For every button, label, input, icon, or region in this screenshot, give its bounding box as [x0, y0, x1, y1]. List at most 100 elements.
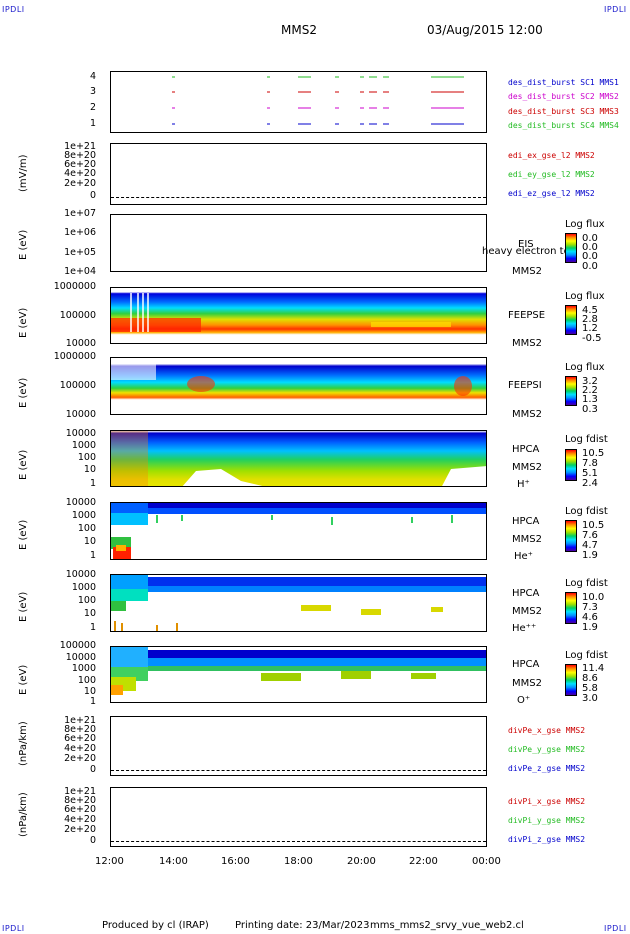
colorbar-value: 0.0: [582, 233, 598, 244]
y-axis-label: E (eV): [18, 664, 29, 695]
tick-label: 1000: [71, 582, 96, 593]
colorbar: [565, 664, 577, 696]
x-tick-label: 18:00: [284, 856, 313, 867]
tick-label: 1: [89, 696, 96, 707]
hpca-he-spectrogram: [111, 503, 486, 559]
colorbar-value: 1.2: [582, 323, 598, 334]
burst-bars: [172, 76, 464, 125]
edi-panel: [110, 143, 487, 205]
tick-label: 1000000: [53, 281, 96, 292]
colorbar-value: 8.6: [582, 673, 598, 684]
colorbar-value: 4.7: [582, 540, 598, 551]
legend-entry: divPi_x_gse MMS2: [508, 797, 586, 806]
legend-entry: edi_ey_gse_l2 MMS2: [508, 170, 595, 179]
tick-label: 1e+05: [64, 247, 96, 258]
spacecraft-label: MMS2: [512, 606, 542, 617]
y-axis-label: E (eV): [18, 591, 29, 622]
colorbar-title: Log flux: [565, 291, 605, 302]
x-tick-label: 12:00: [95, 856, 124, 867]
colorbar-title: Log flux: [565, 219, 605, 230]
spacecraft-label: MMS2: [512, 266, 542, 277]
tick-label: 1000: [71, 663, 96, 674]
y-axis-label: (nPa/km): [18, 721, 29, 766]
tick-label: 0: [89, 764, 96, 775]
colorbar-value: -0.5: [582, 333, 602, 344]
footer-printing-date: Printing date: 23/Mar/2023: [235, 920, 370, 931]
y-axis-label: E (eV): [18, 449, 29, 480]
hpca-o-panel: [110, 646, 487, 703]
x-tick-label: 16:00: [221, 856, 250, 867]
tick-label: 100: [77, 452, 96, 463]
tick-label: 100: [77, 523, 96, 534]
colorbar-value: 7.6: [582, 530, 598, 541]
datetime-title: 03/Aug/2015 12:00: [427, 23, 543, 37]
legend-entry: des_dist_burst SC2 MMS2: [508, 92, 619, 101]
tick-label: 1e+21: [64, 715, 96, 726]
spacecraft-label: MMS2: [512, 462, 542, 473]
colorbar-value: 2.2: [582, 385, 598, 396]
legend-entry: des_dist_burst SC1 MMS1: [508, 78, 619, 87]
colorbar: [565, 520, 577, 552]
spacecraft-label: MMS2: [512, 409, 542, 420]
hpca-hepp-spectrogram: [111, 575, 486, 631]
tick-label: 10: [83, 536, 96, 547]
tick-label: 100000: [59, 640, 96, 651]
tick-label: 8e+20: [64, 724, 96, 735]
tick-label: 4e+20: [64, 743, 96, 754]
tick-label: 1e+21: [64, 786, 96, 797]
zero-line: [111, 197, 486, 198]
feepse-panel: [110, 287, 487, 344]
instrument-label: HPCA: [512, 659, 540, 670]
legend-entry: edi_ez_gse_l2 MMS2: [508, 189, 595, 198]
hpca-o-spectrogram: [111, 647, 486, 695]
tick-label: 1e+06: [64, 227, 96, 238]
colorbar: [565, 449, 577, 481]
colorbar: [565, 305, 577, 335]
tick-label: 4: [89, 71, 96, 82]
tick-label: 6e+20: [64, 159, 96, 170]
divpe-panel: [110, 716, 487, 776]
colorbar-value: 0.0: [582, 251, 598, 262]
legend-entry: des_dist_burst SC4 MMS4: [508, 121, 619, 130]
spacecraft-label: MMS2: [512, 338, 542, 349]
tick-label: 10: [83, 464, 96, 475]
tick-label: 10000: [65, 569, 96, 580]
colorbar-title: Log fdist: [565, 506, 608, 517]
x-tick-label: 20:00: [347, 856, 376, 867]
instrument-label: FEEPSE: [508, 310, 546, 321]
hpca-h-panel: [110, 430, 487, 487]
tick-label: 2e+20: [64, 753, 96, 764]
instrument-label: HPCA: [512, 516, 540, 527]
spacecraft-title: MMS2: [281, 23, 317, 37]
instrument-label: HPCA: [512, 588, 540, 599]
footer-produced: Produced by cl (IRAP): [102, 920, 209, 931]
tick-label: 1000000: [53, 351, 96, 362]
tick-label: 8e+20: [64, 150, 96, 161]
feepsi-panel: [110, 357, 487, 415]
species-label: He⁺⁺: [512, 623, 537, 634]
x-tick-label: 00:00: [472, 856, 501, 867]
tick-label: 2: [89, 102, 96, 113]
tick-label: 2e+20: [64, 824, 96, 835]
colorbar-title: Log flux: [565, 362, 605, 373]
colorbar-title: Log fdist: [565, 434, 608, 445]
tick-label: 10000: [65, 428, 96, 439]
species-label: O⁺: [517, 695, 531, 706]
colorbar-value: 10.0: [582, 592, 605, 603]
colorbar-value: 1.9: [582, 550, 598, 561]
tick-label: 10: [83, 686, 96, 697]
colorbar-title: Log fdist: [565, 650, 608, 661]
tick-label: 0: [89, 835, 96, 846]
colorbar-value: 10.5: [582, 448, 605, 459]
burst-panel: [110, 71, 487, 133]
feepse-spectrogram: [111, 288, 486, 343]
eis-panel: [110, 214, 487, 272]
tick-label: 0: [89, 190, 96, 201]
corner-br-label: IPDLI: [604, 924, 627, 933]
colorbar-value: 0.0: [582, 261, 598, 272]
colorbar: [565, 376, 577, 406]
y-axis-label: E (eV): [18, 519, 29, 550]
x-tick-label: 22:00: [409, 856, 438, 867]
tick-label: 1: [89, 550, 96, 561]
tick-label: 1e+21: [64, 141, 96, 152]
